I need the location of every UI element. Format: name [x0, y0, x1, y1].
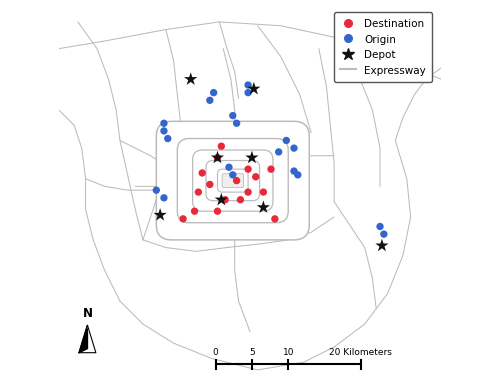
- Point: [271, 216, 279, 222]
- Point: [214, 154, 222, 161]
- Point: [225, 164, 233, 170]
- Point: [218, 143, 226, 149]
- Point: [380, 231, 388, 237]
- Point: [160, 128, 168, 134]
- Point: [232, 120, 240, 126]
- Text: N: N: [82, 307, 92, 320]
- Point: [244, 90, 252, 96]
- Point: [206, 97, 214, 104]
- Polygon shape: [79, 325, 88, 353]
- Point: [378, 242, 386, 249]
- Point: [160, 120, 168, 126]
- Point: [198, 170, 206, 176]
- Point: [376, 223, 384, 230]
- Point: [282, 137, 290, 144]
- Point: [248, 154, 256, 161]
- Point: [164, 135, 172, 142]
- Point: [160, 195, 168, 201]
- Point: [206, 181, 214, 187]
- Point: [214, 154, 222, 161]
- Point: [186, 76, 194, 82]
- Point: [294, 172, 302, 178]
- Polygon shape: [88, 325, 96, 353]
- Point: [214, 208, 222, 214]
- Point: [260, 189, 268, 195]
- Point: [274, 149, 282, 155]
- Point: [221, 197, 229, 203]
- FancyBboxPatch shape: [178, 139, 288, 223]
- Point: [244, 189, 252, 195]
- FancyBboxPatch shape: [222, 174, 244, 187]
- Point: [190, 208, 198, 214]
- Point: [152, 187, 160, 193]
- Text: 10: 10: [282, 348, 294, 357]
- Point: [250, 86, 258, 92]
- Point: [156, 212, 164, 218]
- Point: [179, 216, 187, 222]
- Point: [229, 113, 237, 119]
- Point: [210, 90, 218, 96]
- Point: [267, 166, 275, 172]
- Text: 20 Kilometers: 20 Kilometers: [330, 348, 392, 357]
- Point: [260, 204, 268, 210]
- Point: [229, 172, 237, 178]
- FancyBboxPatch shape: [206, 161, 260, 201]
- Point: [218, 197, 226, 203]
- Point: [232, 178, 240, 184]
- Legend: Destination, Origin, Depot, Expressway: Destination, Origin, Depot, Expressway: [334, 12, 432, 82]
- Point: [290, 145, 298, 151]
- FancyBboxPatch shape: [192, 150, 273, 211]
- Point: [244, 82, 252, 88]
- Point: [236, 197, 244, 203]
- Point: [194, 189, 202, 195]
- Point: [244, 166, 252, 172]
- Text: 0: 0: [212, 348, 218, 357]
- Text: 5: 5: [249, 348, 255, 357]
- FancyBboxPatch shape: [218, 169, 248, 192]
- Point: [252, 174, 260, 180]
- Point: [290, 168, 298, 174]
- FancyBboxPatch shape: [156, 121, 310, 240]
